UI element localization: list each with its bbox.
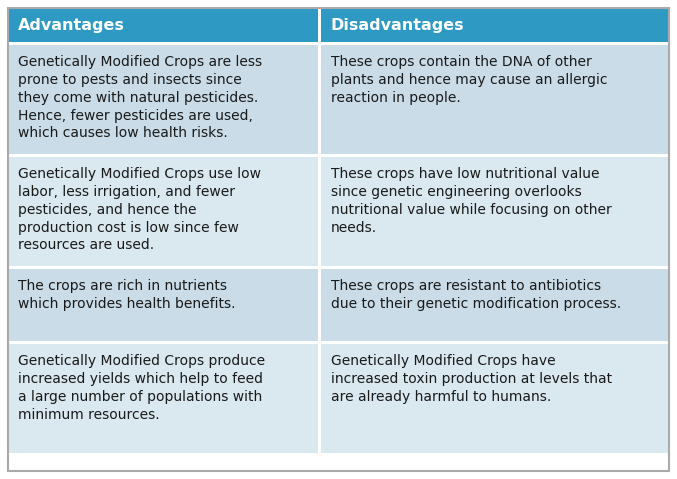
Text: Genetically Modified Crops produce
increased yields which help to feed
a large n: Genetically Modified Crops produce incre…: [18, 354, 265, 422]
Bar: [321, 344, 669, 453]
Bar: [321, 157, 669, 266]
Text: Genetically Modified Crops have
increased toxin production at levels that
are al: Genetically Modified Crops have increase…: [331, 354, 612, 404]
Text: These crops contain the DNA of other
plants and hence may cause an allergic
reac: These crops contain the DNA of other pla…: [331, 55, 607, 105]
Text: Advantages: Advantages: [18, 18, 125, 33]
Bar: [8, 154, 669, 157]
Text: The crops are rich in nutrients
which provides health benefits.: The crops are rich in nutrients which pr…: [18, 279, 236, 311]
Bar: [321, 269, 669, 341]
Bar: [321, 8, 669, 42]
Bar: [8, 266, 669, 269]
Bar: [8, 45, 318, 154]
Bar: [8, 269, 318, 341]
Text: These crops have low nutritional value
since genetic engineering overlooks
nutri: These crops have low nutritional value s…: [331, 167, 612, 235]
Bar: [8, 157, 318, 266]
Bar: [318, 8, 321, 471]
Text: Genetically Modified Crops use low
labor, less irrigation, and fewer
pesticides,: Genetically Modified Crops use low labor…: [18, 167, 261, 252]
Text: Disadvantages: Disadvantages: [331, 18, 464, 33]
Bar: [321, 45, 669, 154]
Text: These crops are resistant to antibiotics
due to their genetic modification proce: These crops are resistant to antibiotics…: [331, 279, 621, 311]
Bar: [8, 341, 669, 344]
Text: Genetically Modified Crops are less
prone to pests and insects since
they come w: Genetically Modified Crops are less pron…: [18, 55, 262, 140]
Bar: [8, 8, 318, 42]
Bar: [8, 344, 318, 453]
